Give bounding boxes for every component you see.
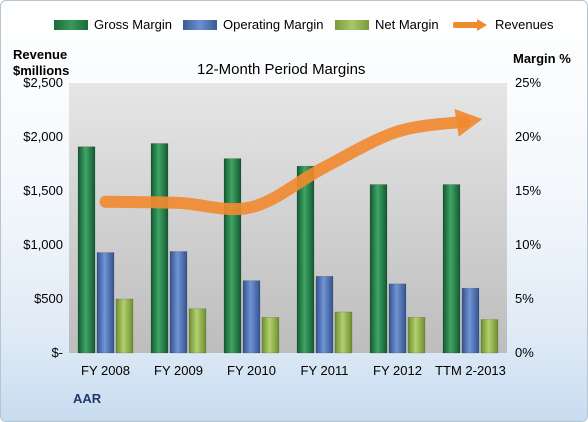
right-axis-title: Margin %	[513, 51, 571, 66]
left-axis-title: Revenue $millions	[13, 47, 70, 78]
right-tick-label: 25%	[515, 75, 541, 90]
bar-net-margin	[115, 298, 134, 354]
legend-label-revenues: Revenues	[495, 17, 554, 32]
legend-label-operating: Operating Margin	[223, 17, 324, 32]
bar-gross-margin	[296, 165, 315, 354]
chart-legend: Gross Margin Operating Margin Net Margin…	[1, 13, 587, 35]
bar-gross-margin	[223, 158, 242, 354]
left-tick-label: $1,500	[23, 183, 63, 198]
legend-swatch-operating	[183, 19, 217, 30]
left-tick-label: $2,000	[23, 129, 63, 144]
left-tick-label: $2,500	[23, 75, 63, 90]
chart-title: 12-Month Period Margins	[197, 61, 366, 78]
bar-operating-margin	[96, 252, 115, 354]
right-tick-label: 10%	[515, 237, 541, 252]
x-tick-label: FY 2011	[301, 363, 349, 378]
company-label: AAR	[73, 391, 102, 406]
legend-operating-margin: Operating Margin	[183, 17, 323, 32]
bar-gross-margin	[77, 146, 96, 354]
bar-net-margin	[188, 308, 207, 354]
bar-net-margin	[334, 311, 353, 354]
legend-swatch-gross	[54, 19, 88, 30]
right-tick-label: 0%	[515, 345, 534, 360]
legend-swatch-net	[335, 19, 369, 30]
legend-label-gross: Gross Margin	[94, 17, 173, 32]
bar-operating-margin	[461, 287, 480, 354]
x-tick-label: FY 2009	[154, 363, 203, 378]
bar-gross-margin	[150, 143, 169, 354]
right-tick-label: 15%	[515, 183, 541, 198]
bar-net-margin	[480, 319, 499, 354]
right-tick-label: 5%	[515, 291, 534, 306]
bar-gross-margin	[369, 184, 388, 354]
legend-revenues: Revenues	[453, 17, 554, 32]
left-tick-label: $500	[34, 291, 63, 306]
bar-operating-margin	[388, 283, 407, 354]
left-tick-label: $1,000	[23, 237, 63, 252]
x-tick-label: FY 2010	[227, 363, 276, 378]
legend-swatch-revenues	[453, 18, 487, 31]
bar-operating-margin	[242, 280, 261, 354]
bar-net-margin	[261, 317, 280, 354]
bar-gross-margin	[442, 184, 461, 354]
x-tick-label: TTM 2-2013	[435, 363, 506, 378]
bar-net-margin	[407, 317, 426, 354]
bar-operating-margin	[315, 276, 334, 354]
legend-label-net: Net Margin	[375, 17, 439, 32]
legend-gross-margin: Gross Margin	[54, 17, 172, 32]
x-tick-label: FY 2008	[81, 363, 130, 378]
right-tick-label: 20%	[515, 129, 541, 144]
left-tick-label: $-	[51, 345, 63, 360]
legend-net-margin: Net Margin	[335, 17, 439, 32]
bar-operating-margin	[169, 251, 188, 354]
revenues-line	[99, 115, 471, 216]
revenues-arrowhead	[454, 108, 483, 137]
x-tick-label: FY 2012	[373, 363, 422, 378]
